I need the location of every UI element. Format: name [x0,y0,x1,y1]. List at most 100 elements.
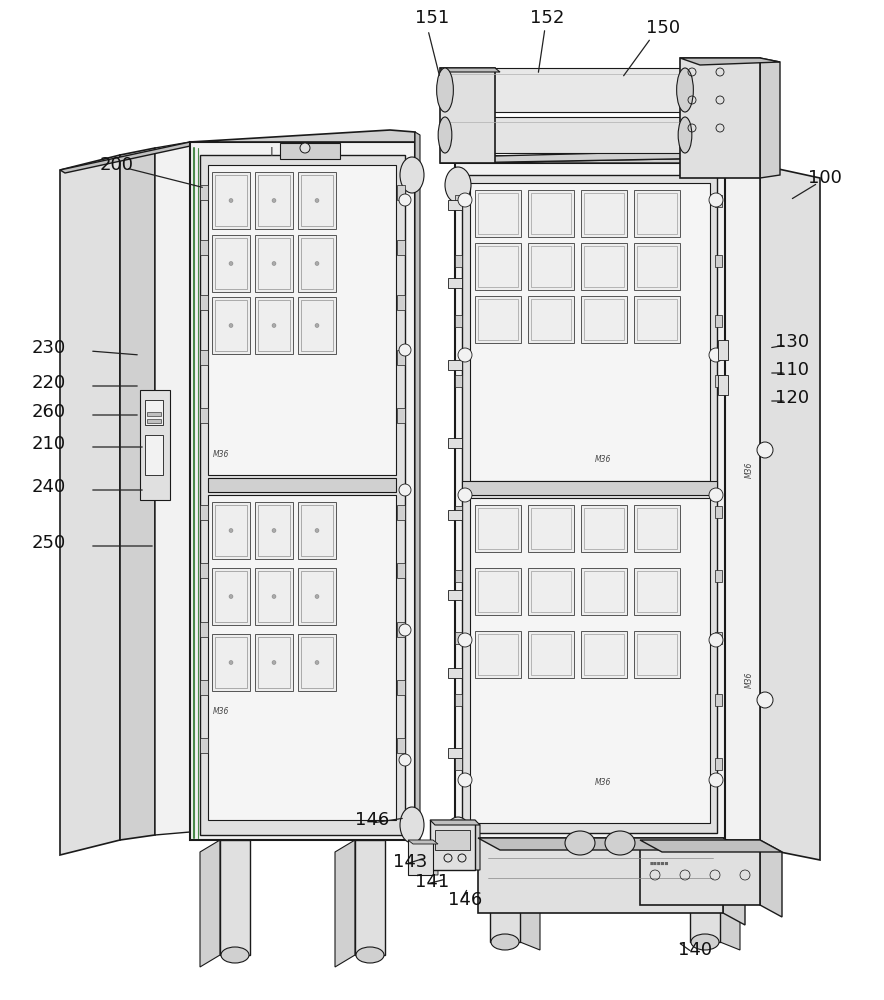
Polygon shape [680,58,780,65]
Bar [584,634,624,675]
Bar [397,185,405,200]
Bar [640,840,760,905]
Bar [298,172,336,229]
Bar [478,634,518,675]
Text: M36: M36 [745,462,754,478]
Bar [455,506,462,518]
Bar [448,590,462,600]
Text: 230: 230 [32,339,66,357]
Bar [637,508,677,549]
Text: 210: 210 [32,435,66,453]
Bar [445,117,685,153]
Bar [255,502,293,559]
Ellipse shape [438,117,452,153]
Circle shape [315,324,319,328]
Bar [584,571,624,612]
Bar [200,408,208,423]
Bar [255,235,293,292]
Bar [715,375,722,387]
Bar [301,300,333,351]
Bar [301,571,333,622]
Bar [715,195,722,207]
Bar [190,142,415,840]
Ellipse shape [356,947,384,963]
Bar [637,193,677,234]
Bar [475,568,521,615]
Bar [584,193,624,234]
Circle shape [315,528,319,532]
Circle shape [458,348,472,362]
Bar [448,510,462,520]
Bar [147,412,161,416]
Bar [455,255,462,267]
Text: 141: 141 [415,873,449,891]
Bar [637,299,677,340]
Polygon shape [430,820,480,825]
Bar [531,299,571,340]
Bar [531,571,571,612]
Bar [455,195,462,207]
Bar [397,350,405,365]
Bar [581,568,627,615]
Ellipse shape [676,68,693,112]
Circle shape [709,193,723,207]
Polygon shape [520,842,540,950]
Polygon shape [720,842,740,950]
Ellipse shape [221,947,249,963]
Bar [212,172,250,229]
Bar [397,622,405,637]
Bar [478,299,518,340]
Bar [208,165,396,475]
Bar [215,300,247,351]
Bar [475,243,521,290]
Bar [140,390,170,500]
Bar [200,185,208,200]
Bar [355,840,385,955]
Bar [581,296,627,343]
Bar [634,631,680,678]
Bar [478,193,518,234]
Bar [215,505,247,556]
Bar [448,278,462,288]
Text: 146: 146 [448,891,483,909]
Polygon shape [475,820,480,870]
Bar [581,631,627,678]
Text: 130: 130 [775,333,809,351]
Bar [528,568,574,615]
Bar [408,840,433,875]
Bar [470,498,710,823]
Bar [718,375,728,395]
Text: M36: M36 [213,707,229,716]
Polygon shape [155,142,190,835]
Circle shape [272,528,276,532]
Polygon shape [723,838,745,925]
Bar [531,508,571,549]
Bar [280,143,340,159]
Circle shape [229,324,233,328]
Bar [475,190,521,237]
Text: 200: 200 [100,156,134,174]
Bar [715,694,722,706]
Bar [298,297,336,354]
Bar [212,235,250,292]
Bar [397,563,405,578]
Bar [478,838,723,913]
Bar [200,622,208,637]
Text: M36: M36 [595,778,612,787]
Circle shape [272,594,276,598]
Bar [531,634,571,675]
Bar [690,842,720,942]
Text: 150: 150 [646,19,680,37]
Bar [212,634,250,691]
Bar [301,175,333,226]
Bar [445,68,685,112]
Circle shape [229,594,233,598]
Circle shape [315,198,319,202]
Circle shape [272,261,276,265]
Bar [200,350,208,365]
Bar [200,505,208,520]
Polygon shape [478,838,745,850]
Bar [637,634,677,675]
Bar [220,840,250,955]
Bar [455,163,725,842]
